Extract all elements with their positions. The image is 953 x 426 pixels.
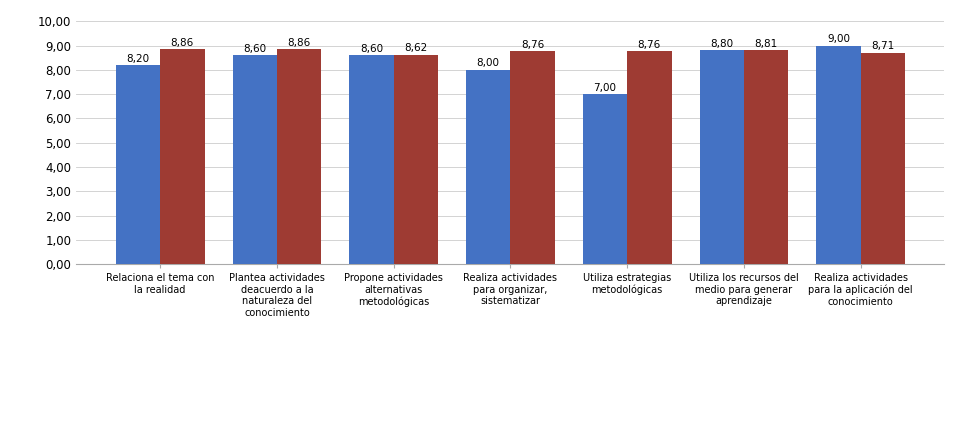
Text: 8,60: 8,60 [359, 44, 382, 54]
Bar [626, 52, 671, 264]
Text: 7,00: 7,00 [593, 83, 616, 93]
Bar [160, 49, 204, 264]
Text: 9,00: 9,00 [826, 34, 849, 44]
Bar [699, 50, 743, 264]
Text: 8,80: 8,80 [709, 39, 733, 49]
Bar [465, 70, 510, 264]
Bar [860, 53, 904, 264]
Text: 8,00: 8,00 [476, 58, 499, 69]
Text: 8,86: 8,86 [171, 37, 193, 48]
Bar [582, 94, 626, 264]
Text: 8,60: 8,60 [243, 44, 266, 54]
Bar [349, 55, 394, 264]
Bar [510, 52, 555, 264]
Text: 8,86: 8,86 [287, 37, 311, 48]
Text: 8,20: 8,20 [126, 54, 150, 63]
Text: 8,76: 8,76 [637, 40, 660, 50]
Text: 8,76: 8,76 [520, 40, 543, 50]
Bar [233, 55, 276, 264]
Text: 8,71: 8,71 [870, 41, 894, 51]
Bar [276, 49, 321, 264]
Bar [394, 55, 437, 264]
Text: 8,62: 8,62 [404, 43, 427, 53]
Bar [115, 65, 160, 264]
Text: 8,81: 8,81 [754, 39, 777, 49]
Bar [816, 46, 860, 264]
Bar [743, 50, 787, 264]
